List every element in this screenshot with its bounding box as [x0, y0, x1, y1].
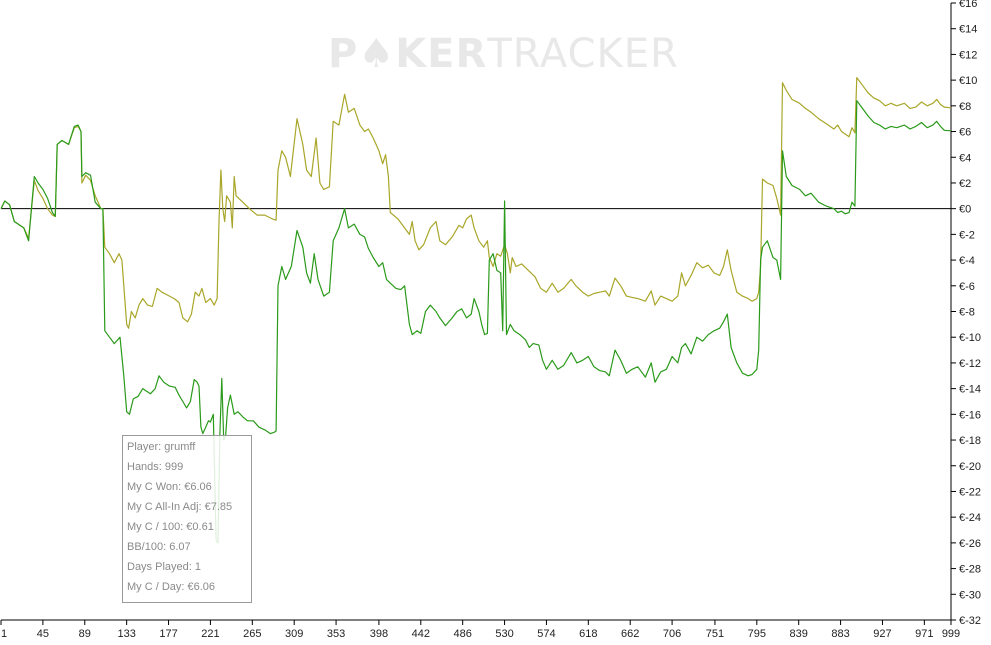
- x-tick-label: 530: [495, 628, 513, 640]
- x-tick-label: 999: [942, 628, 960, 640]
- x-tick-label: 486: [453, 628, 471, 640]
- y-tick-label: €-6: [959, 281, 975, 293]
- x-tick-label: 795: [748, 628, 766, 640]
- x-tick-label: 927: [873, 628, 891, 640]
- x-tick-label: 353: [327, 628, 345, 640]
- x-tick-label: 133: [117, 628, 135, 640]
- y-tick-label: €-10: [959, 332, 981, 344]
- x-tick-label: 398: [370, 628, 388, 640]
- y-tick-label: €-14: [959, 384, 981, 396]
- x-tick-label: 662: [621, 628, 639, 640]
- y-tick-label: €-18: [959, 435, 981, 447]
- y-tick-label: €8: [959, 101, 971, 113]
- y-tick-label: €-16: [959, 409, 981, 421]
- x-tick-label: 839: [790, 628, 808, 640]
- y-tick-label: €-32: [959, 615, 981, 627]
- y-tick-label: €16: [959, 0, 977, 10]
- y-tick-label: €4: [959, 152, 971, 164]
- x-tick-label: 574: [537, 628, 555, 640]
- x-tick-label: 442: [412, 628, 430, 640]
- stat-hands: Hands: 999: [127, 461, 184, 473]
- stat-allin-adj: My C All-In Adj: €7.85: [127, 501, 233, 513]
- x-tick-label: 971: [915, 628, 933, 640]
- y-tick-label: €-24: [959, 512, 981, 524]
- y-tick-label: €-30: [959, 589, 981, 601]
- series-line-won: [0, 100, 952, 544]
- y-tick-label: €6: [959, 127, 971, 139]
- stat-player: Player: grumff: [127, 441, 196, 453]
- x-tick-label: 1: [1, 628, 7, 640]
- x-tick-label: 45: [37, 628, 49, 640]
- watermark: P♠KERTRACKER: [328, 31, 679, 77]
- stat-per-100: My C / 100: €0.61: [127, 521, 214, 533]
- stat-per-day: My C / Day: €6.06: [127, 581, 216, 593]
- y-tick-label: €-8: [959, 307, 975, 319]
- x-tick-label: 618: [579, 628, 597, 640]
- y-tick-label: €-22: [959, 486, 981, 498]
- y-tick-label: €-4: [959, 255, 975, 267]
- x-tick-label: 706: [663, 628, 681, 640]
- y-tick-label: €12: [959, 49, 977, 61]
- y-tick-label: €0: [959, 204, 971, 216]
- x-tick-label: 221: [201, 628, 219, 640]
- stat-won: My C Won: €6.06: [127, 481, 212, 493]
- x-tick-label: 309: [285, 628, 303, 640]
- y-tick-label: €-20: [959, 461, 981, 473]
- x-tick-label: 751: [706, 628, 724, 640]
- y-tick-label: €-12: [959, 358, 981, 370]
- y-tick-label: €-2: [959, 229, 975, 241]
- series-layer: [0, 77, 952, 544]
- y-tick-label: €-26: [959, 538, 981, 550]
- x-tick-label: 89: [79, 628, 91, 640]
- y-tick-label: €14: [959, 24, 977, 36]
- series-line-allin-adj: [0, 77, 952, 329]
- x-tick-label: 883: [831, 628, 849, 640]
- x-tick-label: 265: [243, 628, 261, 640]
- y-tick-label: €-28: [959, 564, 981, 576]
- y-tick-label: €2: [959, 178, 971, 190]
- x-tick-label: 177: [159, 628, 177, 640]
- watermark-logo: P♠KERTRACKER: [328, 31, 679, 77]
- y-tick-label: €10: [959, 75, 977, 87]
- player-stats-box: Player: grumff Hands: 999 My C Won: €6.0…: [122, 435, 252, 603]
- stat-bb-100: BB/100: 6.07: [127, 541, 191, 553]
- stat-days-played: Days Played: 1: [127, 561, 201, 573]
